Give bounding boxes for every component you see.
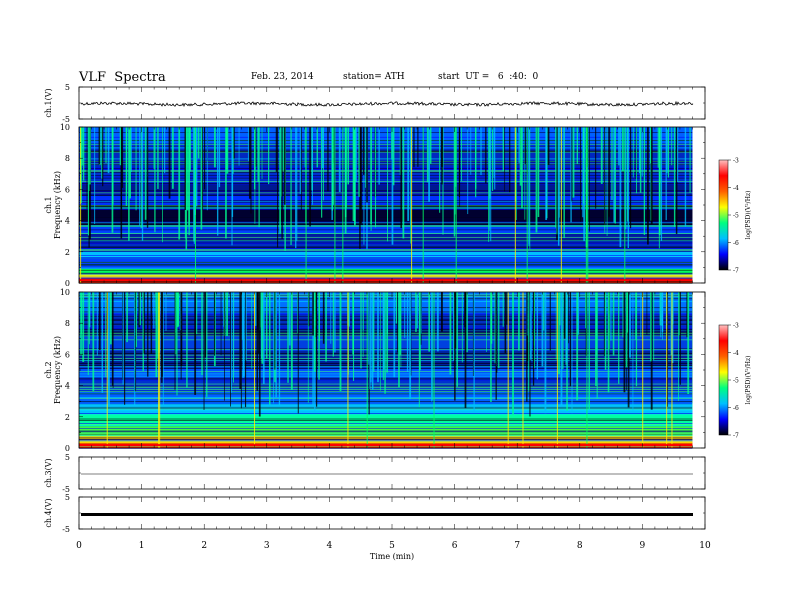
colorbar-tick: -4 xyxy=(733,185,739,192)
waveform-axis-label: ch.1(V) xyxy=(44,88,53,117)
frequency-axis-label: Frequency (kHz) xyxy=(53,336,62,404)
y-tick-label: 5 xyxy=(65,493,70,502)
y-tick-label: 6 xyxy=(65,185,70,194)
colorbar-tick: -6 xyxy=(733,405,739,412)
x-tick-label: 7 xyxy=(514,541,520,551)
x-tick-label: 4 xyxy=(327,541,333,551)
channel-label: ch.1 xyxy=(44,196,53,213)
spectrogram-ch1 xyxy=(79,127,705,284)
ch4-waveform-line xyxy=(81,513,693,516)
y-tick-label: 0 xyxy=(65,279,70,288)
y-tick-label: -5 xyxy=(62,485,70,494)
colorbar-label: log(PSD)(V²/Hz) xyxy=(745,191,752,240)
waveform-axis-label: ch.4(V) xyxy=(44,498,53,527)
x-tick-label: 2 xyxy=(201,541,207,551)
y-tick-label: 6 xyxy=(65,350,70,359)
y-tick-label: -5 xyxy=(62,525,70,534)
colorbar-tick: -7 xyxy=(733,433,739,440)
colorbar-tick: -7 xyxy=(733,268,739,275)
x-tick-label: 1 xyxy=(139,541,145,551)
x-tick-label: 9 xyxy=(640,541,646,551)
waveform-axis-label: ch.3(V) xyxy=(44,458,53,487)
colorbar-tick: -5 xyxy=(733,378,739,385)
start-time-label: start UT = 6 :40: 0 xyxy=(438,72,539,82)
y-tick-label: 10 xyxy=(60,288,70,297)
y-tick-label: 4 xyxy=(65,217,70,226)
y-tick-label: 2 xyxy=(65,413,70,422)
y-tick-label: 5 xyxy=(65,83,70,92)
colorbar-ch1 xyxy=(718,159,729,271)
y-tick-label: 0 xyxy=(65,444,70,453)
date-label: Feb. 23, 2014 xyxy=(251,72,314,82)
y-tick-label: 5 xyxy=(65,453,70,462)
figure-title: VLF Spectra xyxy=(79,70,166,85)
y-tick-label: 10 xyxy=(60,123,70,132)
y-tick-label: -5 xyxy=(62,115,70,124)
y-tick-label: 8 xyxy=(65,319,70,328)
x-tick-label: 3 xyxy=(264,541,270,551)
x-tick-label: 8 xyxy=(577,541,583,551)
x-tick-label: 5 xyxy=(389,541,395,551)
ch1-waveform-line xyxy=(80,100,694,108)
frequency-axis-label: Frequency (kHz) xyxy=(53,171,62,239)
y-tick-label: 2 xyxy=(65,248,70,257)
colorbar-tick: -5 xyxy=(733,213,739,220)
x-tick-label: 6 xyxy=(452,541,458,551)
x-tick-label: 10 xyxy=(699,541,711,551)
colorbar-ch2 xyxy=(718,324,729,436)
station-label: station= ATH xyxy=(343,72,405,82)
colorbar-tick: -4 xyxy=(733,350,739,357)
colorbar-label: log(PSD)(V²/Hz) xyxy=(745,356,752,405)
x-axis-label: Time (min) xyxy=(370,552,414,561)
spectrogram-ch2 xyxy=(79,292,705,449)
y-tick-label: 4 xyxy=(65,382,70,391)
colorbar-tick: -6 xyxy=(733,240,739,247)
x-tick-label: 0 xyxy=(76,541,82,551)
colorbar-tick: -3 xyxy=(733,158,739,165)
y-tick-label: 8 xyxy=(65,154,70,163)
channel-label: ch.2 xyxy=(44,361,53,378)
colorbar-tick: -3 xyxy=(733,323,739,330)
